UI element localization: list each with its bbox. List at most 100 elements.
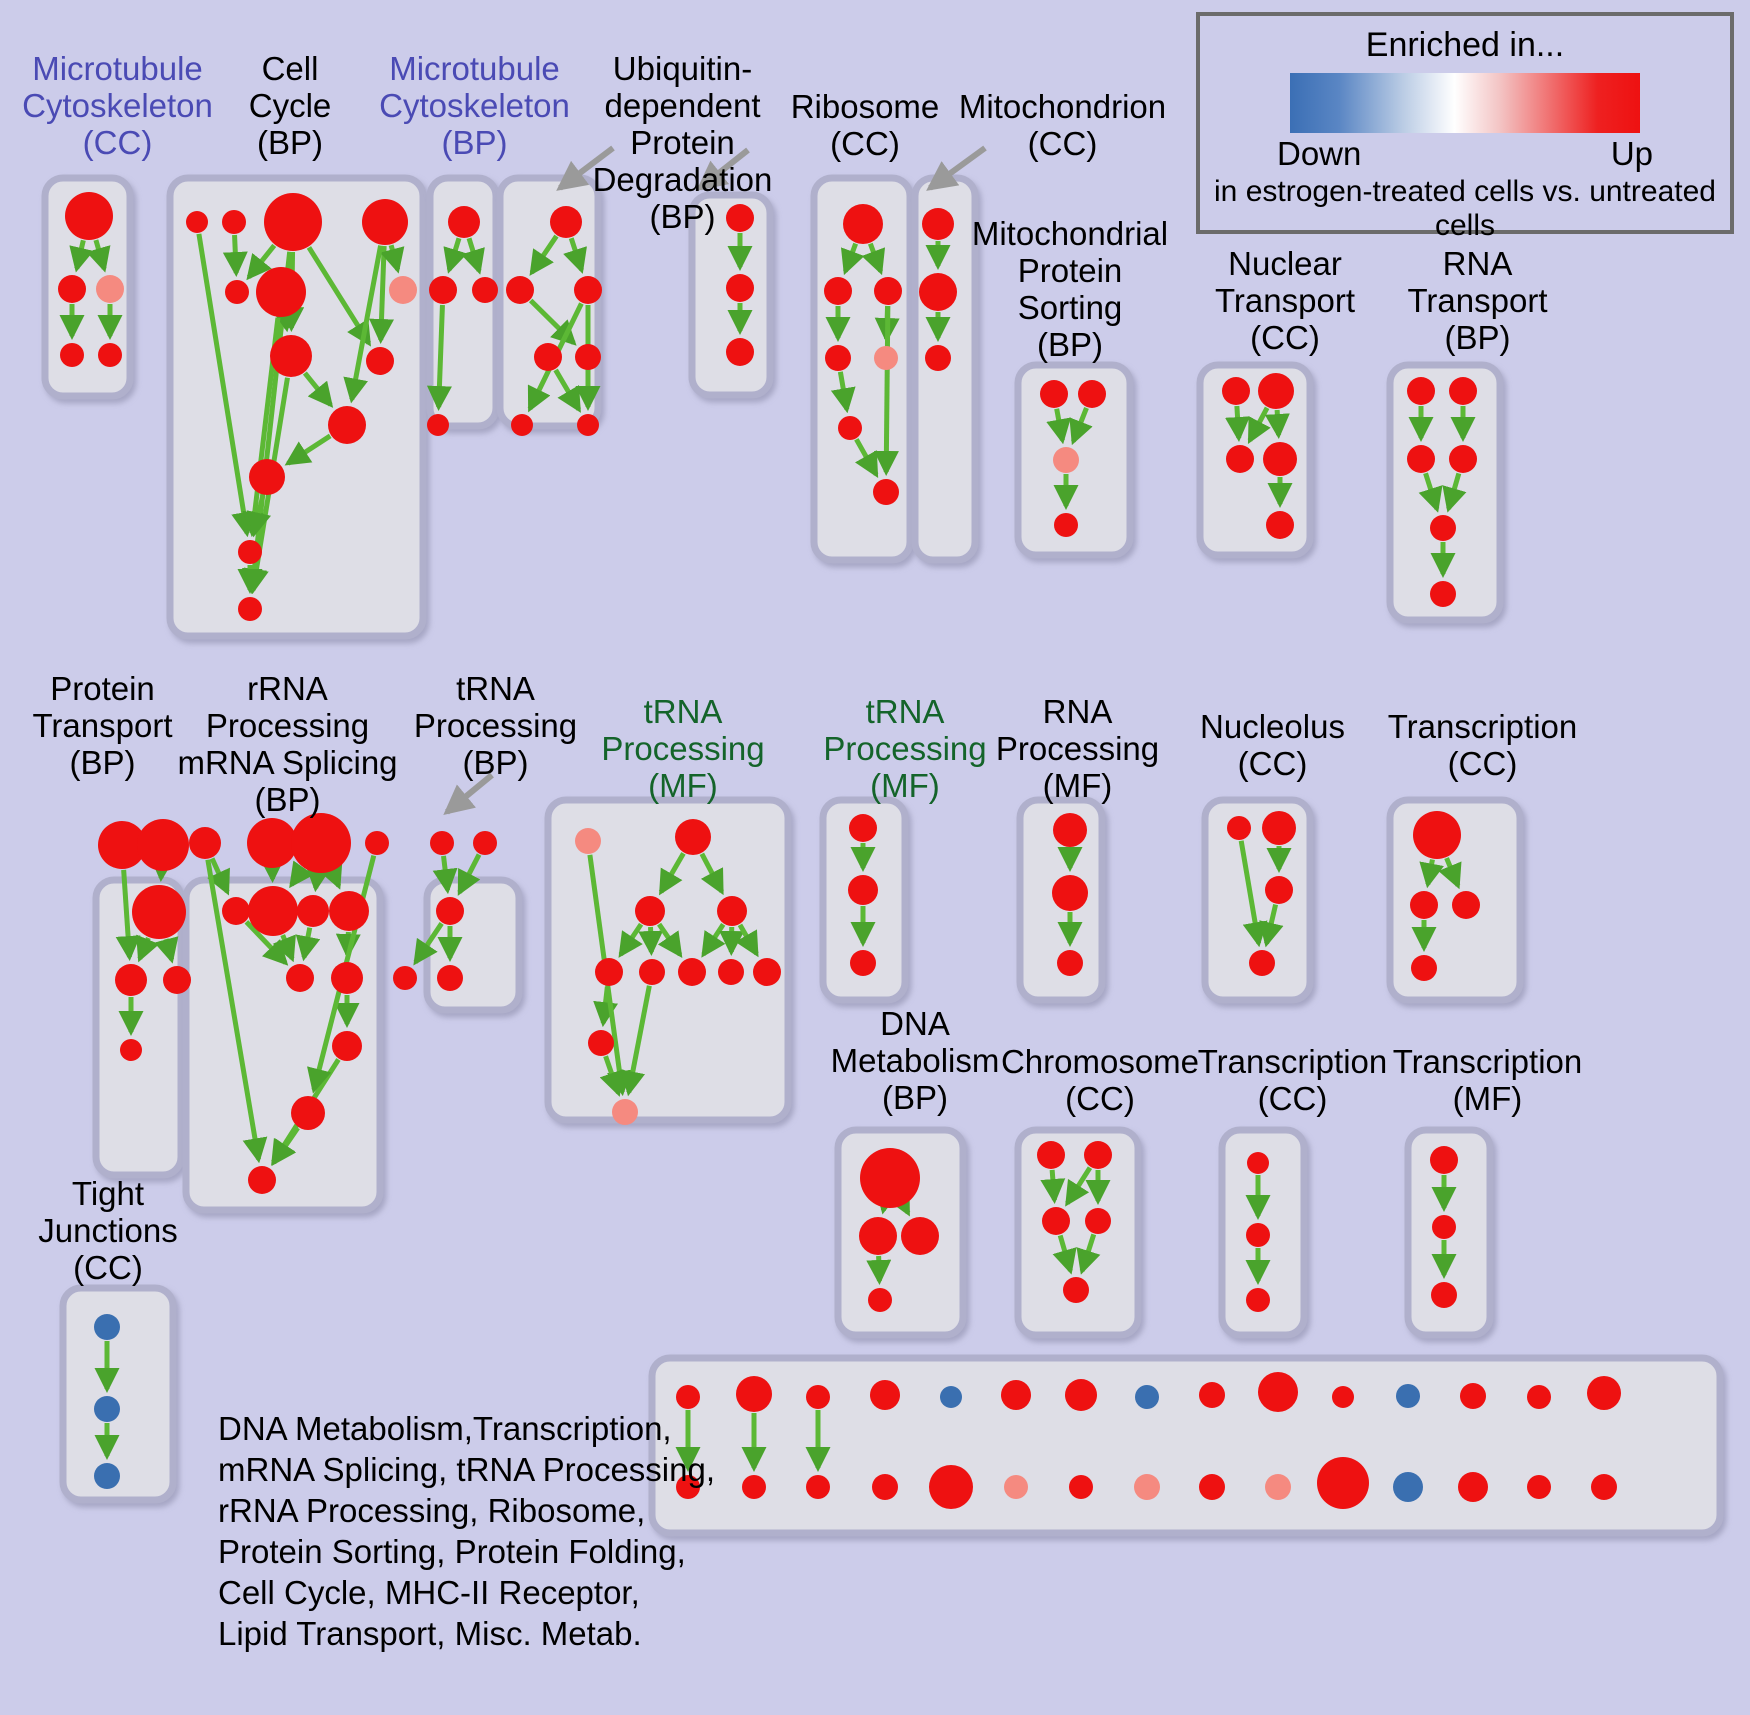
graph-node[interactable] bbox=[506, 276, 534, 304]
graph-node[interactable] bbox=[94, 1463, 120, 1489]
graph-node[interactable] bbox=[1226, 445, 1254, 473]
graph-node[interactable] bbox=[1407, 445, 1435, 473]
graph-node[interactable] bbox=[1065, 1379, 1097, 1411]
graph-node[interactable] bbox=[1246, 1288, 1270, 1312]
graph-node[interactable] bbox=[726, 338, 754, 366]
graph-node[interactable] bbox=[1263, 442, 1297, 476]
graph-node[interactable] bbox=[925, 345, 951, 371]
graph-node[interactable] bbox=[1004, 1475, 1028, 1499]
graph-node[interactable] bbox=[365, 831, 389, 855]
graph-node[interactable] bbox=[1084, 1141, 1112, 1169]
graph-node[interactable] bbox=[1265, 1474, 1291, 1500]
graph-node[interactable] bbox=[929, 1465, 973, 1509]
graph-node[interactable] bbox=[115, 964, 147, 996]
graph-node[interactable] bbox=[186, 211, 208, 233]
graph-node[interactable] bbox=[225, 280, 249, 304]
graph-node[interactable] bbox=[264, 193, 322, 251]
graph-node[interactable] bbox=[1591, 1474, 1617, 1500]
graph-node[interactable] bbox=[1266, 511, 1294, 539]
graph-node[interactable] bbox=[1247, 1152, 1269, 1174]
graph-node[interactable] bbox=[675, 819, 711, 855]
graph-node[interactable] bbox=[922, 208, 954, 240]
graph-node[interactable] bbox=[860, 1148, 920, 1208]
graph-node[interactable] bbox=[550, 206, 582, 238]
graph-node[interactable] bbox=[1057, 950, 1083, 976]
graph-node[interactable] bbox=[222, 897, 250, 925]
graph-node[interactable] bbox=[98, 821, 146, 869]
graph-node[interactable] bbox=[676, 1475, 700, 1499]
graph-node[interactable] bbox=[1063, 1277, 1089, 1303]
graph-node[interactable] bbox=[1001, 1380, 1031, 1410]
graph-node[interactable] bbox=[189, 827, 221, 859]
graph-node[interactable] bbox=[247, 818, 297, 868]
graph-node[interactable] bbox=[1393, 1472, 1423, 1502]
graph-node[interactable] bbox=[1258, 373, 1294, 409]
graph-node[interactable] bbox=[901, 1217, 939, 1255]
graph-node[interactable] bbox=[859, 1217, 897, 1255]
graph-node[interactable] bbox=[1037, 1141, 1065, 1169]
graph-node[interactable] bbox=[1135, 1385, 1159, 1409]
graph-node[interactable] bbox=[575, 344, 601, 370]
graph-node[interactable] bbox=[1222, 377, 1250, 405]
graph-node[interactable] bbox=[256, 267, 306, 317]
graph-node[interactable] bbox=[238, 540, 262, 564]
graph-node[interactable] bbox=[1085, 1208, 1111, 1234]
graph-node[interactable] bbox=[824, 277, 852, 305]
graph-node[interactable] bbox=[94, 1396, 120, 1422]
graph-node[interactable] bbox=[1078, 380, 1106, 408]
graph-node[interactable] bbox=[726, 274, 754, 302]
graph-node[interactable] bbox=[874, 277, 902, 305]
graph-node[interactable] bbox=[678, 958, 706, 986]
graph-node[interactable] bbox=[940, 1386, 962, 1408]
graph-node[interactable] bbox=[1265, 876, 1293, 904]
graph-node[interactable] bbox=[1431, 1282, 1457, 1308]
graph-node[interactable] bbox=[1054, 513, 1078, 537]
graph-node[interactable] bbox=[1246, 1223, 1270, 1247]
graph-node[interactable] bbox=[1430, 515, 1456, 541]
graph-node[interactable] bbox=[848, 875, 878, 905]
graph-node[interactable] bbox=[870, 1380, 900, 1410]
graph-node[interactable] bbox=[1396, 1384, 1420, 1408]
graph-node[interactable] bbox=[98, 343, 122, 367]
graph-node[interactable] bbox=[249, 459, 285, 495]
graph-node[interactable] bbox=[1227, 816, 1251, 840]
graph-node[interactable] bbox=[270, 335, 312, 377]
graph-node[interactable] bbox=[850, 950, 876, 976]
graph-node[interactable] bbox=[843, 204, 883, 244]
graph-node[interactable] bbox=[1432, 1215, 1456, 1239]
graph-node[interactable] bbox=[248, 1166, 276, 1194]
graph-node[interactable] bbox=[1249, 950, 1275, 976]
graph-node[interactable] bbox=[1449, 377, 1477, 405]
graph-node[interactable] bbox=[639, 959, 665, 985]
graph-node[interactable] bbox=[332, 1031, 362, 1061]
graph-node[interactable] bbox=[1053, 813, 1087, 847]
graph-node[interactable] bbox=[1053, 447, 1079, 473]
graph-node[interactable] bbox=[437, 965, 463, 991]
graph-node[interactable] bbox=[436, 897, 464, 925]
graph-node[interactable] bbox=[1199, 1474, 1225, 1500]
graph-node[interactable] bbox=[362, 199, 408, 245]
graph-node[interactable] bbox=[1262, 811, 1296, 845]
graph-node[interactable] bbox=[248, 886, 298, 936]
graph-node[interactable] bbox=[1452, 891, 1480, 919]
graph-node[interactable] bbox=[806, 1385, 830, 1409]
graph-node[interactable] bbox=[58, 275, 86, 303]
graph-node[interactable] bbox=[448, 206, 480, 238]
graph-node[interactable] bbox=[389, 276, 417, 304]
graph-node[interactable] bbox=[137, 819, 189, 871]
graph-node[interactable] bbox=[874, 346, 898, 370]
graph-node[interactable] bbox=[838, 416, 862, 440]
graph-node[interactable] bbox=[291, 813, 351, 873]
graph-node[interactable] bbox=[635, 896, 665, 926]
graph-node[interactable] bbox=[1430, 581, 1456, 607]
graph-node[interactable] bbox=[511, 414, 533, 436]
graph-node[interactable] bbox=[1134, 1474, 1160, 1500]
graph-node[interactable] bbox=[297, 895, 329, 927]
graph-node[interactable] bbox=[132, 885, 186, 939]
graph-node[interactable] bbox=[429, 276, 457, 304]
graph-node[interactable] bbox=[919, 273, 957, 311]
graph-node[interactable] bbox=[612, 1099, 638, 1125]
graph-node[interactable] bbox=[473, 831, 497, 855]
graph-node[interactable] bbox=[849, 814, 877, 842]
graph-node[interactable] bbox=[872, 1474, 898, 1500]
